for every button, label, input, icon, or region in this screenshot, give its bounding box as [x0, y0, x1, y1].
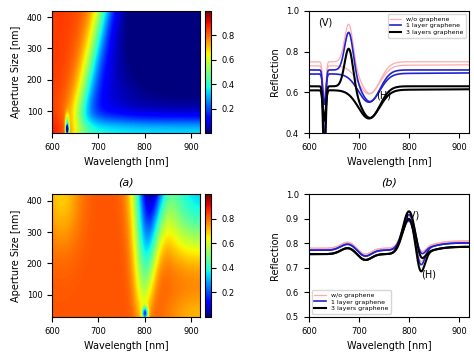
3 layers graphene [401, 225, 407, 229]
Y-axis label: Aperture Size [nm]: Aperture Size [nm] [11, 210, 21, 302]
1 layer graphene [466, 241, 472, 245]
3 layers graphene [321, 118, 327, 123]
w/o graphene [463, 63, 469, 67]
Text: (a): (a) [118, 177, 134, 187]
w/o graphene [321, 94, 327, 98]
3 layers graphene [466, 87, 472, 91]
3 layers graphene [419, 269, 424, 274]
Line: 3 layers graphene: 3 layers graphene [309, 89, 469, 121]
1 layer graphene [382, 248, 388, 252]
3 layers graphene [306, 252, 312, 256]
3 layers graphene [406, 217, 411, 221]
w/o graphene [383, 246, 389, 251]
3 layers graphene [438, 246, 444, 251]
1 layer graphene [306, 248, 312, 252]
1 layer graphene [406, 219, 411, 223]
1 layer graphene [466, 71, 472, 75]
1 layer graphene [463, 71, 469, 75]
w/o graphene [466, 239, 472, 243]
3 layers graphene [402, 87, 408, 92]
w/o graphene [466, 63, 472, 67]
w/o graphene [383, 71, 389, 75]
w/o graphene [438, 240, 444, 245]
3 layers graphene [306, 88, 312, 93]
X-axis label: Wavelength [nm]: Wavelength [nm] [347, 157, 431, 167]
w/o graphene [406, 220, 411, 224]
1 layer graphene [393, 245, 399, 249]
w/o graphene [401, 226, 407, 230]
Line: w/o graphene: w/o graphene [309, 65, 469, 96]
X-axis label: Wavelength [nm]: Wavelength [nm] [84, 157, 169, 167]
w/o graphene [419, 259, 424, 264]
1 layer graphene [402, 71, 408, 76]
w/o graphene [393, 64, 399, 69]
Line: 1 layer graphene: 1 layer graphene [309, 221, 469, 265]
Line: 1 layer graphene: 1 layer graphene [309, 73, 469, 104]
1 layer graphene [383, 80, 388, 85]
3 layers graphene [383, 252, 389, 256]
3 layers graphene [463, 245, 469, 249]
w/o graphene [438, 63, 444, 67]
Line: 3 layers graphene: 3 layers graphene [309, 219, 469, 271]
3 layers graphene [466, 245, 472, 249]
1 layer graphene [463, 241, 469, 245]
Y-axis label: Reflection: Reflection [270, 231, 280, 280]
w/o graphene [402, 63, 408, 67]
w/o graphene [463, 239, 469, 243]
Legend: w/o graphene, 1 layer graphene, 3 layers graphene: w/o graphene, 1 layer graphene, 3 layers… [312, 290, 391, 314]
1 layer graphene [393, 72, 399, 77]
w/o graphene [393, 243, 399, 247]
3 layers graphene [463, 87, 469, 91]
X-axis label: Wavelength [nm]: Wavelength [nm] [347, 341, 431, 351]
X-axis label: Wavelength [nm]: Wavelength [nm] [84, 341, 169, 351]
1 layer graphene [419, 262, 424, 267]
w/o graphene [306, 64, 312, 68]
3 layers graphene [393, 248, 399, 252]
3 layers graphene [383, 95, 389, 100]
Line: w/o graphene: w/o graphene [309, 222, 469, 261]
Legend: w/o graphene, 1 layer graphene, 3 layers graphene: w/o graphene, 1 layer graphene, 3 layers… [388, 14, 466, 37]
3 layers graphene [383, 96, 388, 101]
3 layers graphene [382, 252, 388, 256]
1 layer graphene [401, 225, 407, 230]
1 layer graphene [321, 102, 327, 107]
1 layer graphene [438, 242, 444, 247]
w/o graphene [382, 246, 388, 251]
1 layer graphene [383, 248, 389, 252]
Y-axis label: Reflection: Reflection [270, 48, 280, 96]
1 layer graphene [383, 79, 389, 83]
Text: (H): (H) [421, 270, 436, 280]
Y-axis label: Aperture Size [nm]: Aperture Size [nm] [11, 26, 21, 118]
Text: (V): (V) [319, 18, 333, 27]
1 layer graphene [438, 71, 444, 75]
Text: (V): (V) [405, 211, 419, 221]
1 layer graphene [306, 72, 312, 76]
w/o graphene [306, 246, 312, 251]
Text: (b): (b) [381, 177, 397, 187]
3 layers graphene [438, 87, 444, 92]
Text: (H): (H) [376, 91, 391, 101]
w/o graphene [383, 72, 388, 76]
3 layers graphene [393, 89, 399, 93]
